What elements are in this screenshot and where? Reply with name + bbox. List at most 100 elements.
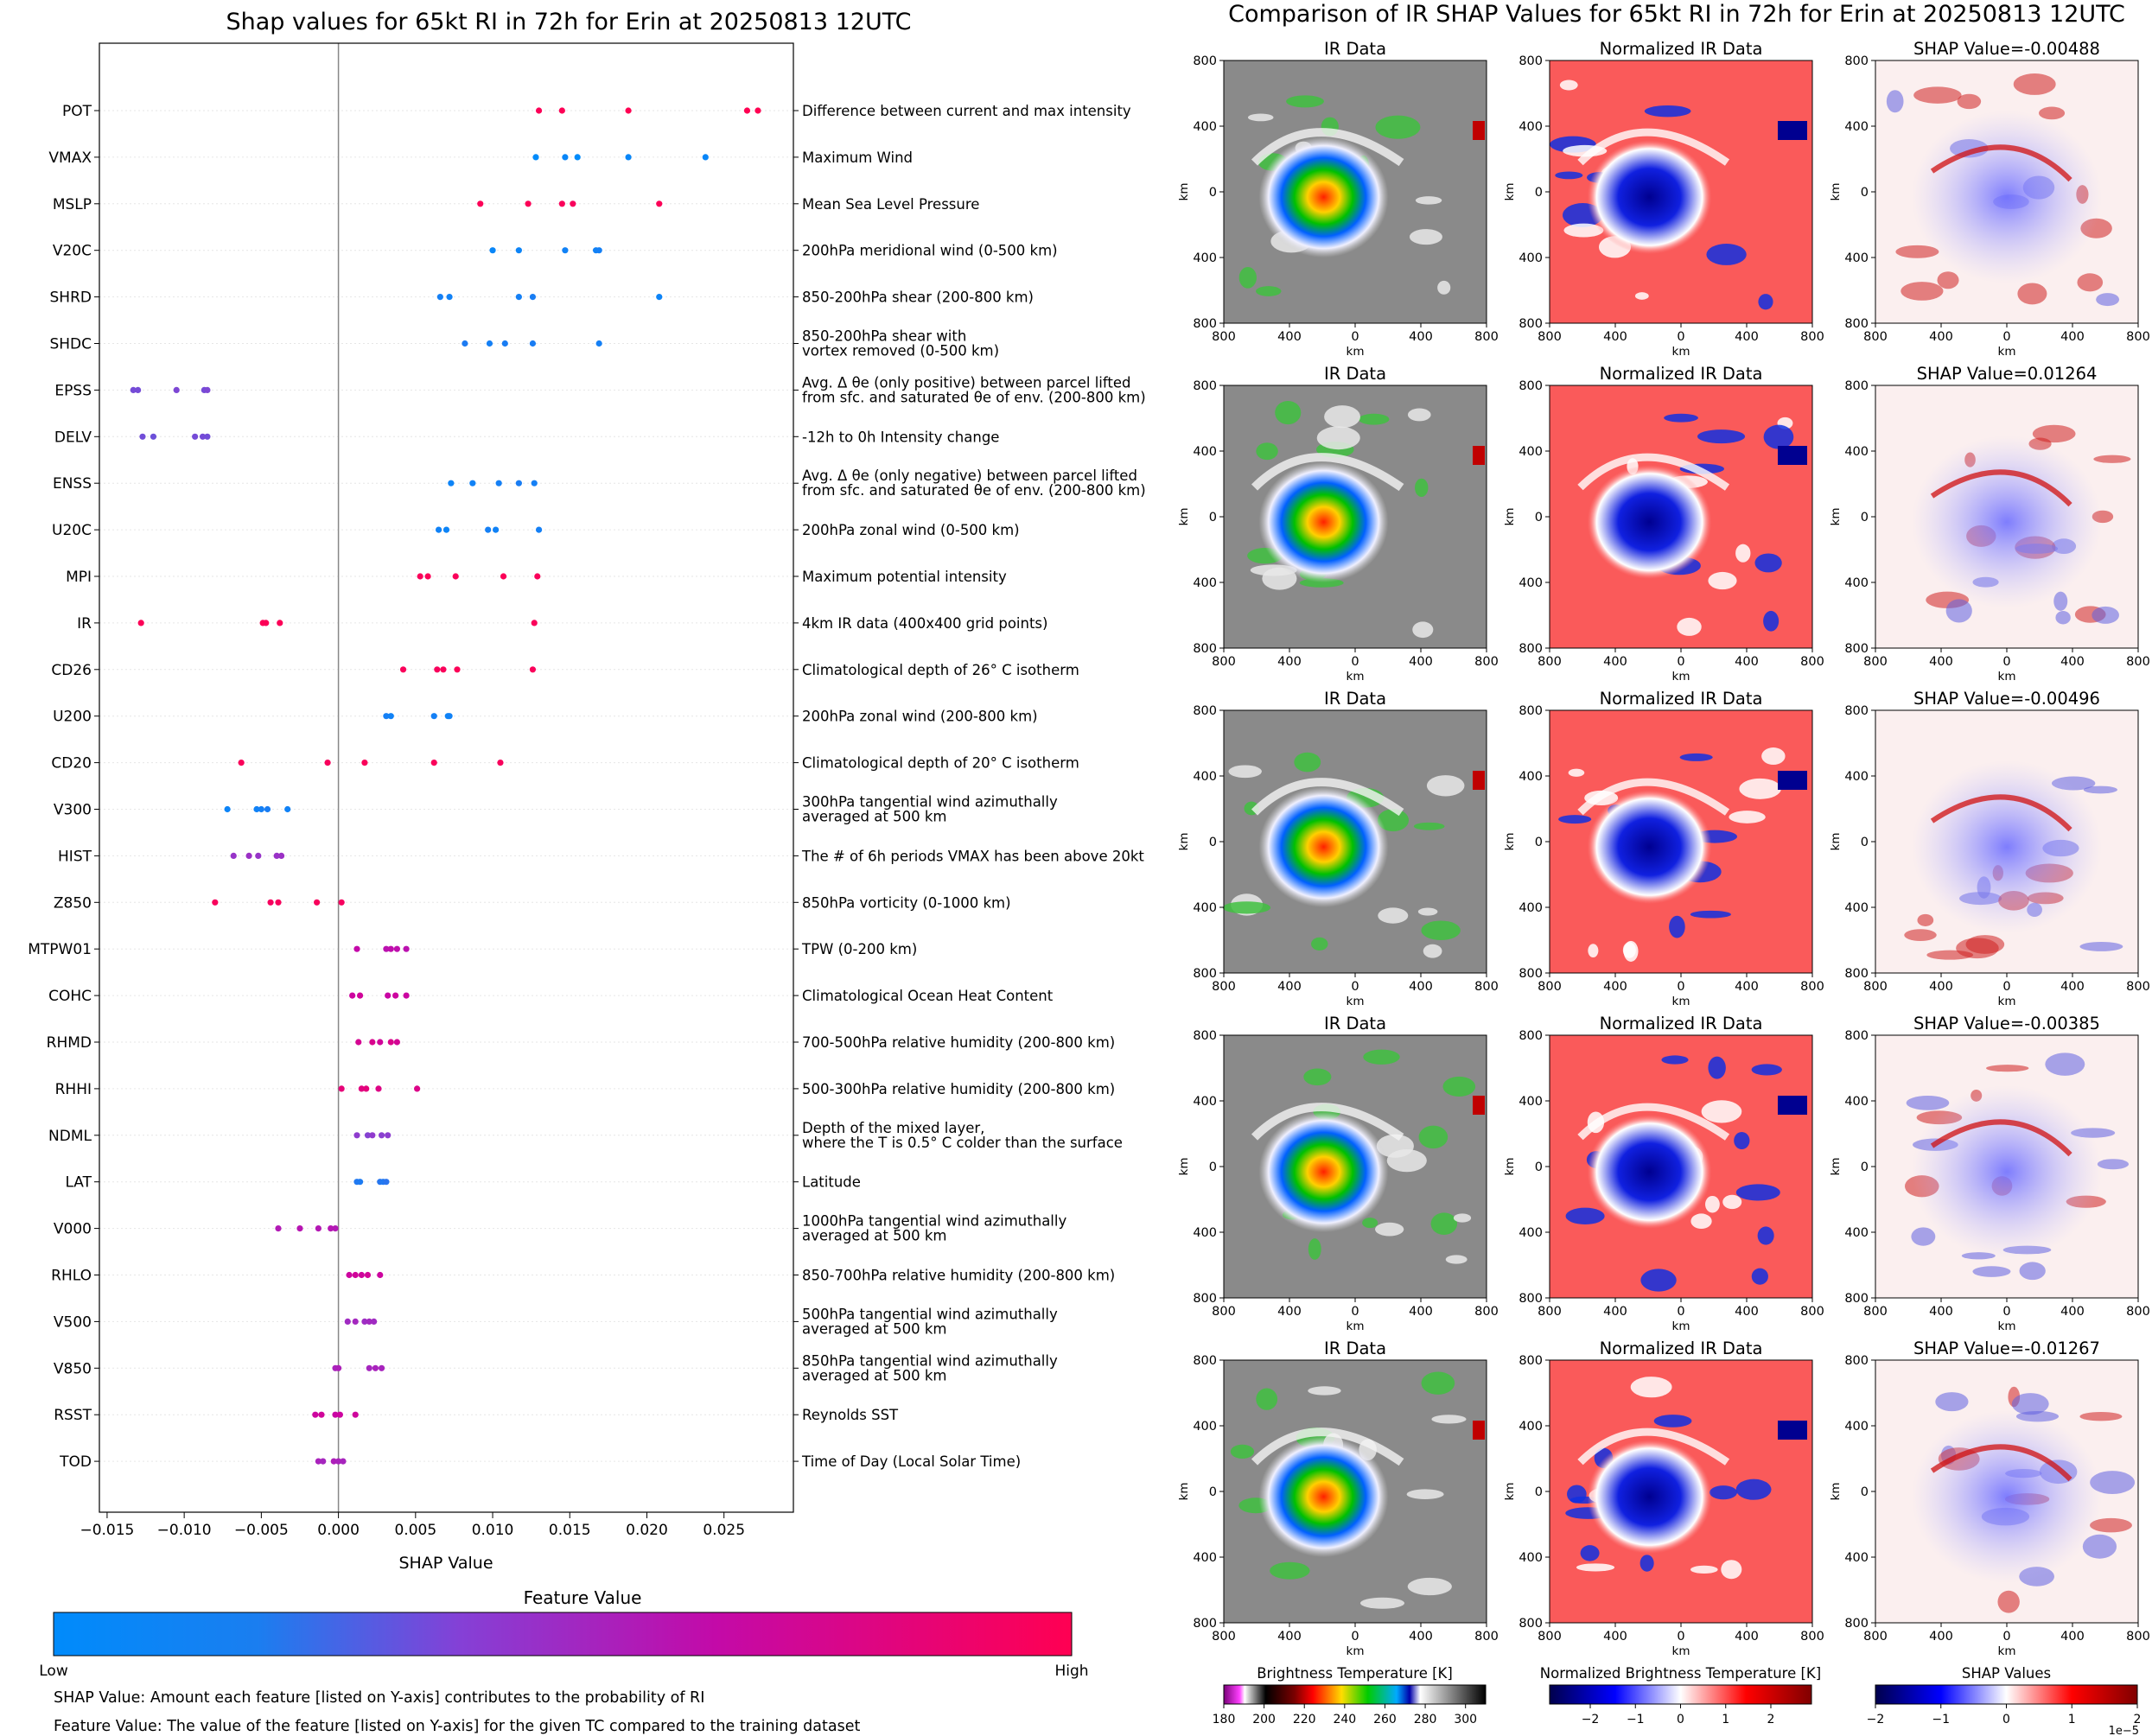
feature-description: 500-300hPa relative humidity (200-800 km… bbox=[802, 1081, 1115, 1097]
shap-point bbox=[558, 200, 565, 207]
shap-point bbox=[625, 154, 632, 161]
feature-description: 200hPa zonal wind (0-500 km) bbox=[802, 522, 1020, 538]
shap-point bbox=[558, 107, 565, 114]
shap-point bbox=[238, 760, 245, 766]
x-axis-label: km bbox=[1672, 345, 1690, 359]
cloud-feature bbox=[1421, 1371, 1455, 1395]
shap-point bbox=[392, 992, 399, 999]
x-tick-label: 0.015 bbox=[549, 1522, 591, 1539]
feature-label: V000 bbox=[54, 1221, 92, 1238]
cloud-feature bbox=[2090, 1517, 2132, 1533]
y-axis-label: km bbox=[1503, 183, 1517, 201]
cloud-feature bbox=[1445, 1255, 1468, 1264]
y-axis-label: km bbox=[1177, 183, 1191, 201]
x-tick-label: 0 bbox=[2002, 980, 2010, 994]
y-tick-label: 400 bbox=[1193, 1551, 1217, 1565]
shap-point bbox=[330, 1458, 337, 1465]
spiral-band bbox=[1577, 1103, 1730, 1141]
cloud-feature bbox=[1709, 1485, 1738, 1500]
x-axis-label: km bbox=[1672, 670, 1690, 684]
x-tick-label: 800 bbox=[1800, 655, 1824, 669]
feature-label: SHDC bbox=[49, 336, 92, 353]
panel-title: SHAP Value=0.01264 bbox=[1917, 364, 2098, 384]
cloud-feature bbox=[1906, 1096, 1950, 1110]
cloud-feature bbox=[1926, 950, 1974, 960]
shap-core bbox=[1912, 760, 2102, 934]
x-tick-label: 800 bbox=[1474, 1630, 1499, 1644]
cloud-feature bbox=[1972, 1266, 2011, 1277]
x-tick-label: 400 bbox=[1277, 1305, 1302, 1319]
cloud-feature bbox=[1431, 1415, 1467, 1424]
shap-point bbox=[501, 340, 508, 347]
cloud-feature bbox=[1413, 822, 1445, 830]
panel-title: IR Data bbox=[1324, 1339, 1386, 1358]
feature-label: HIST bbox=[58, 848, 92, 865]
panel-title: Normalized IR Data bbox=[1600, 364, 1763, 384]
cloud-feature bbox=[1412, 621, 1434, 639]
x-tick-label: 800 bbox=[1800, 980, 1824, 994]
feature-description: Climatological Ocean Heat Content bbox=[802, 988, 1054, 1004]
colorbar-tick-label: 200 bbox=[1252, 1713, 1276, 1726]
x-tick-label: −0.010 bbox=[157, 1522, 212, 1539]
y-tick-label: 400 bbox=[1844, 1551, 1869, 1565]
shap-point bbox=[430, 713, 437, 720]
cloud-feature bbox=[1415, 196, 1442, 205]
x-tick-label: 800 bbox=[1863, 655, 1888, 669]
shap-point bbox=[452, 573, 459, 580]
x-tick-label: 400 bbox=[1277, 980, 1302, 994]
y-tick-label: 400 bbox=[1844, 120, 1869, 134]
cloud-feature bbox=[1997, 1590, 2020, 1613]
y-tick-label: 0 bbox=[1209, 1161, 1217, 1174]
feature-label: RHMD bbox=[47, 1034, 92, 1052]
cloud-feature bbox=[2039, 106, 2066, 120]
deep-convection bbox=[1473, 1096, 1485, 1115]
shap-point bbox=[338, 1085, 345, 1092]
shap-point bbox=[130, 386, 137, 393]
storm-core bbox=[1587, 1440, 1712, 1555]
shap-point bbox=[296, 1225, 303, 1232]
cloud-feature bbox=[2053, 591, 2068, 611]
panel-title: SHAP Value=-0.00488 bbox=[1913, 39, 2100, 59]
x-tick-label: 400 bbox=[1603, 330, 1627, 344]
shap-point bbox=[424, 573, 431, 580]
y-tick-label: 800 bbox=[1193, 704, 1217, 718]
cloud-feature bbox=[1563, 223, 1604, 238]
shap-point bbox=[383, 713, 390, 720]
feature-description: averaged at 500 km bbox=[802, 809, 946, 825]
cloud-feature bbox=[1565, 1207, 1605, 1225]
shap-point bbox=[263, 620, 270, 626]
feature-label: ENSS bbox=[53, 475, 92, 493]
cloud-feature bbox=[1913, 86, 1962, 104]
feature-label: MTPW01 bbox=[28, 941, 92, 958]
feature-label: IR bbox=[77, 615, 92, 633]
cloud-feature bbox=[1286, 95, 1324, 108]
shap-point bbox=[356, 992, 364, 999]
feature-label: Z850 bbox=[54, 894, 92, 912]
shap-point bbox=[371, 1318, 378, 1325]
image-panel: SHAP Value=-0.00385800800400400004004008… bbox=[1829, 1014, 2150, 1333]
cloud-feature bbox=[1423, 944, 1442, 958]
spiral-band bbox=[1577, 128, 1730, 166]
shap-point bbox=[364, 1132, 372, 1139]
shap-core bbox=[1912, 1410, 2102, 1584]
image-panel: Normalized IR Data8008004004000040040080… bbox=[1503, 39, 1824, 359]
feature-description: Avg. Δ θe (only positive) between parcel… bbox=[802, 374, 1131, 391]
y-tick-label: 0 bbox=[1209, 1485, 1217, 1499]
x-tick-label: 400 bbox=[1409, 1630, 1433, 1644]
x-tick-label: 800 bbox=[1212, 655, 1236, 669]
colorbar-tick-label: 1 bbox=[2068, 1713, 2076, 1726]
y-tick-label: 400 bbox=[1844, 1095, 1869, 1109]
shap-point bbox=[448, 480, 455, 486]
storm-core bbox=[1258, 786, 1389, 908]
shap-point bbox=[446, 294, 453, 301]
colorbar-label: SHAP Values bbox=[1962, 1665, 2051, 1682]
shap-point bbox=[562, 247, 569, 254]
cloud-feature bbox=[1622, 942, 1636, 958]
cloud-feature bbox=[1324, 405, 1360, 429]
cloud-feature bbox=[1763, 424, 1794, 449]
x-axis-label: km bbox=[1347, 995, 1365, 1008]
deep-convection bbox=[1473, 446, 1485, 465]
